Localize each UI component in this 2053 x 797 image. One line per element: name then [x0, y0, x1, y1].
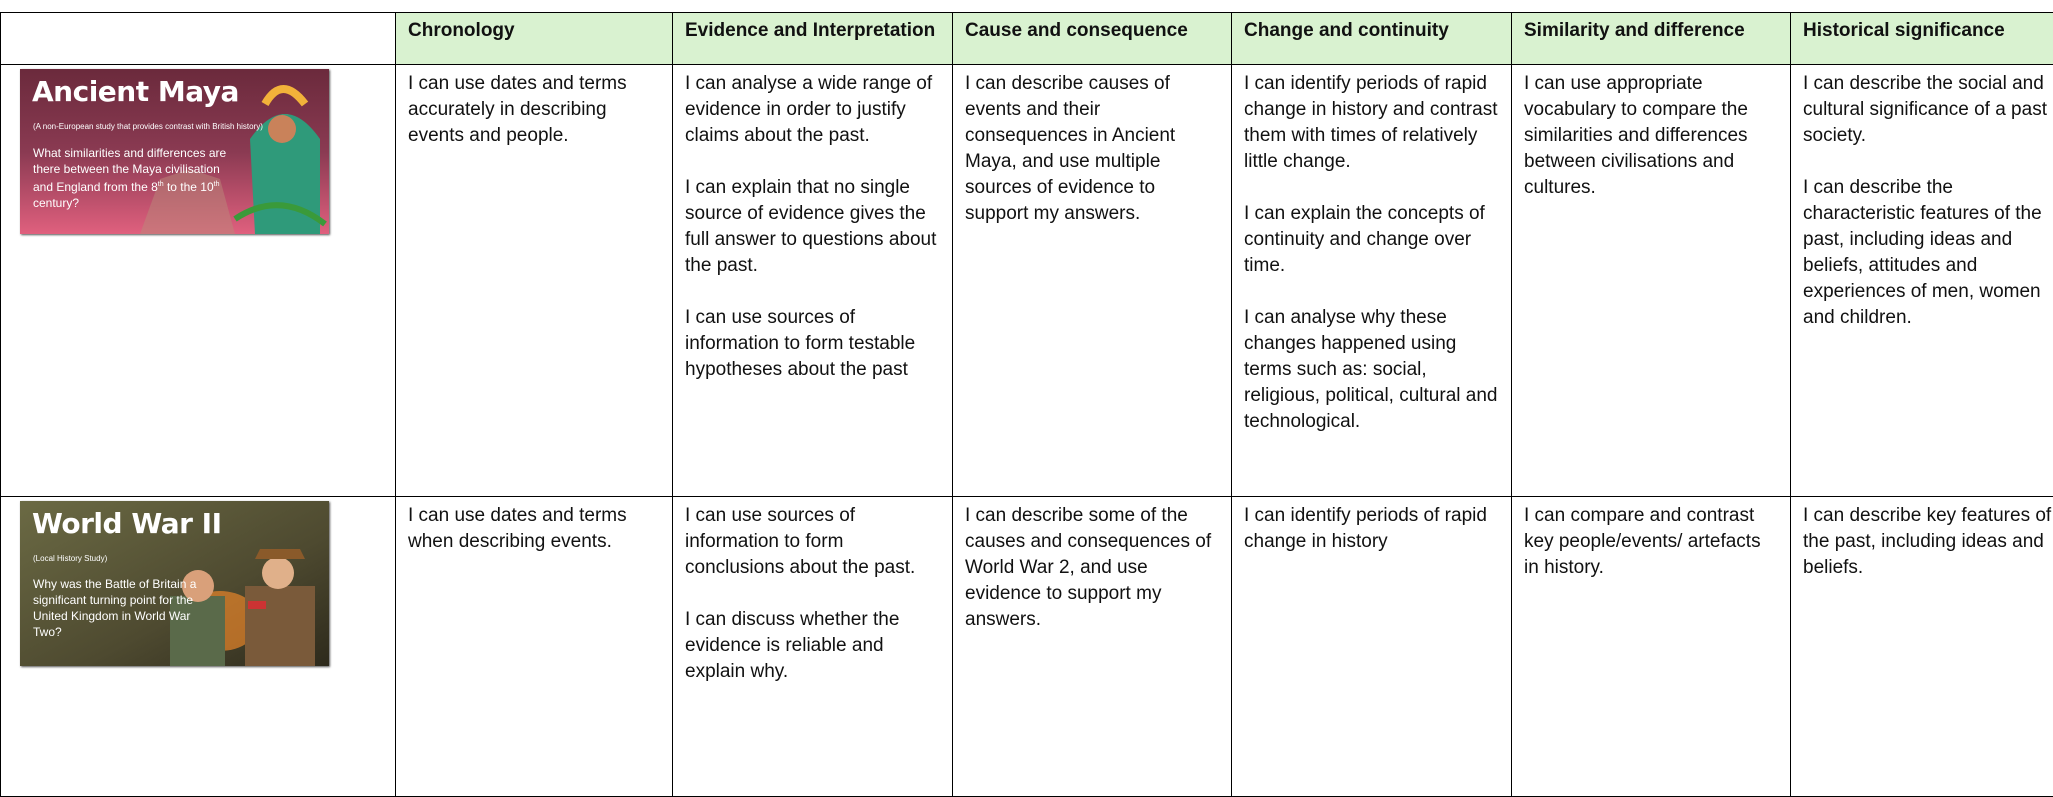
header-cell: Evidence and Interpretation [673, 13, 953, 65]
question-text: century? [33, 196, 79, 210]
header-cell: Cause and consequence [953, 13, 1232, 65]
outcome-cell: I can identify periods of rapid change i… [1232, 65, 1512, 497]
outcome-text: I can use sources of information to form… [685, 503, 942, 581]
card-title: World War II [32, 511, 222, 537]
header-cell: Similarity and difference [1512, 13, 1791, 65]
question-text: to the 10 [164, 180, 214, 194]
outcome-text: I can describe key features of the past,… [1803, 503, 2053, 581]
outcome-text: I can analyse a wide range of evidence i… [685, 71, 942, 149]
outcome-cell: I can use dates and terms accurately in … [396, 65, 673, 497]
card-subtitle: (A non-European study that provides cont… [33, 114, 263, 140]
card-subtitle: (Local History Study) [33, 546, 107, 572]
outcome-text: I can analyse why these changes happened… [1244, 305, 1501, 435]
outcome-text: I can use sources of information to form… [685, 305, 942, 383]
outcome-cell: I can describe causes of events and thei… [953, 65, 1232, 497]
outcome-text: I can discuss whether the evidence is re… [685, 607, 942, 685]
topic-cell: World War II (Local History Study) Why was… [1, 497, 396, 797]
outcome-cell: I can compare and contrast key people/ev… [1512, 497, 1791, 797]
outcome-text: I can identify periods of rapid change i… [1244, 71, 1501, 175]
outcome-cell: I can identify periods of rapid change i… [1232, 497, 1512, 797]
outcome-text: I can use dates and terms when describin… [408, 503, 662, 555]
outcome-text: I can describe causes of events and thei… [965, 71, 1221, 227]
outcome-cell: I can describe key features of the past,… [1791, 497, 2053, 797]
outcome-cell: I can describe the social and cultural s… [1791, 65, 2053, 497]
outcome-cell: I can use appropriate vocabulary to comp… [1512, 65, 1791, 497]
header-cell: Change and continuity [1232, 13, 1512, 65]
outcome-text: I can use appropriate vocabulary to comp… [1524, 71, 1780, 201]
card-question: What similarities and differences are th… [33, 145, 233, 211]
outcome-cell: I can describe some of the causes and co… [953, 497, 1232, 797]
outcome-text: I can identify periods of rapid change i… [1244, 503, 1501, 555]
outcome-text: I can compare and contrast key people/ev… [1524, 503, 1780, 581]
outcome-text: I can explain that no single source of e… [685, 175, 942, 279]
outcome-text: I can describe the characteristic featur… [1803, 175, 2053, 331]
outcome-cell: I can use dates and terms when describin… [396, 497, 673, 797]
question-text: Why was the Battle of Britain a signific… [33, 577, 196, 639]
header-cell: Historical significance [1791, 13, 2053, 65]
card-question: Why was the Battle of Britain a signific… [33, 576, 203, 640]
header-cell [1, 13, 396, 65]
topic-card: Ancient Maya (A non-European study that p… [20, 69, 329, 234]
card-title: Ancient Maya [32, 79, 239, 105]
outcome-text: I can use dates and terms accurately in … [408, 71, 662, 149]
header-cell: Chronology [396, 13, 673, 65]
outcome-text: I can explain the concepts of continuity… [1244, 201, 1501, 279]
outcome-text: I can describe the social and cultural s… [1803, 71, 2053, 149]
topic-card: World War II (Local History Study) Why was… [20, 501, 329, 666]
outcome-cell: I can use sources of information to form… [673, 497, 953, 797]
topic-cell: Ancient Maya (A non-European study that p… [1, 65, 396, 497]
question-text: th [214, 181, 220, 188]
topic-row: Ancient Maya (A non-European study that p… [1, 65, 2053, 497]
outcome-cell: I can analyse a wide range of evidence i… [673, 65, 953, 497]
outcome-text: I can describe some of the causes and co… [965, 503, 1221, 633]
topic-row: World War II (Local History Study) Why was… [1, 497, 2053, 797]
